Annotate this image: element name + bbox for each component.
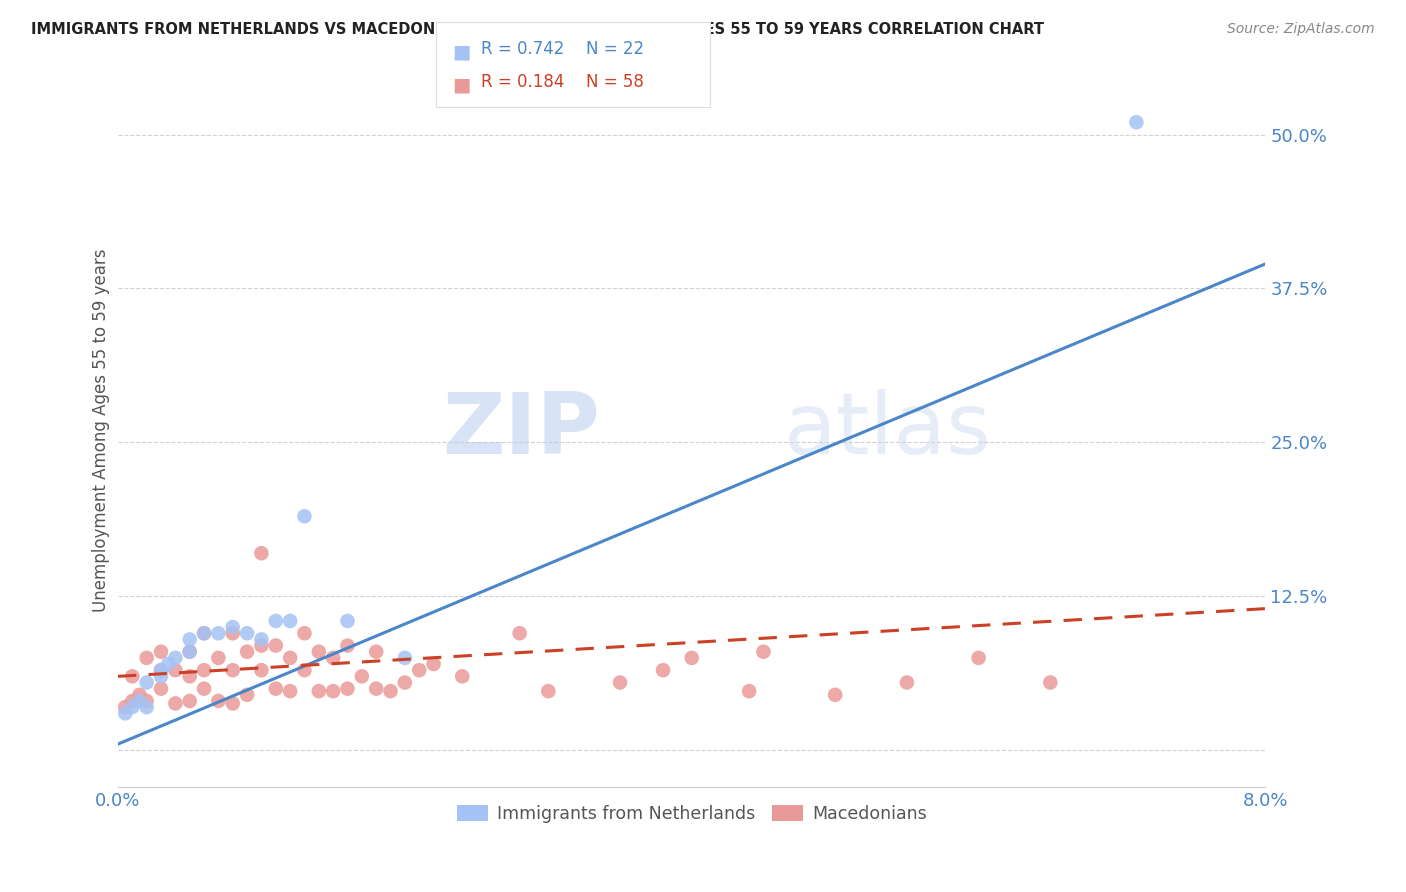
Point <box>179 645 201 659</box>
Point <box>121 669 143 683</box>
Point <box>294 663 316 677</box>
Point <box>150 645 173 659</box>
Point <box>193 626 215 640</box>
Point <box>278 651 301 665</box>
Point <box>896 675 918 690</box>
Point <box>294 626 316 640</box>
Point <box>222 626 245 640</box>
Point <box>150 663 173 677</box>
Point <box>150 663 173 677</box>
Text: atlas: atlas <box>783 389 991 472</box>
Text: N = 58: N = 58 <box>586 73 644 91</box>
Text: IMMIGRANTS FROM NETHERLANDS VS MACEDONIAN UNEMPLOYMENT AMONG AGES 55 TO 59 YEARS: IMMIGRANTS FROM NETHERLANDS VS MACEDONIA… <box>31 22 1043 37</box>
Point <box>264 614 287 628</box>
Text: ZIP: ZIP <box>443 389 600 472</box>
Point <box>278 614 301 628</box>
Point <box>264 639 287 653</box>
Point <box>652 663 675 677</box>
Point <box>408 663 430 677</box>
Point <box>179 694 201 708</box>
Point <box>1039 675 1062 690</box>
Point <box>294 509 316 524</box>
Point <box>193 681 215 696</box>
Point <box>150 669 173 683</box>
Point <box>394 675 416 690</box>
Point <box>308 684 330 698</box>
Point <box>222 620 245 634</box>
Point <box>236 645 259 659</box>
Point <box>366 645 388 659</box>
Point <box>537 684 560 698</box>
Text: Source: ZipAtlas.com: Source: ZipAtlas.com <box>1227 22 1375 37</box>
Point <box>509 626 531 640</box>
Point <box>121 700 143 714</box>
Point <box>165 697 187 711</box>
Point <box>135 675 157 690</box>
Point <box>322 651 344 665</box>
Point <box>1125 115 1147 129</box>
Point <box>250 663 273 677</box>
Point <box>179 669 201 683</box>
Point <box>738 684 761 698</box>
Point <box>308 645 330 659</box>
Text: R = 0.184: R = 0.184 <box>481 73 564 91</box>
Point <box>193 663 215 677</box>
Point <box>150 681 173 696</box>
Text: ■: ■ <box>453 76 471 95</box>
Point <box>207 651 229 665</box>
Point <box>824 688 846 702</box>
Point <box>250 639 273 653</box>
Point <box>135 651 157 665</box>
Point <box>135 694 157 708</box>
Point <box>222 697 245 711</box>
Legend: Immigrants from Netherlands, Macedonians: Immigrants from Netherlands, Macedonians <box>450 798 934 830</box>
Point <box>394 651 416 665</box>
Point <box>114 706 136 721</box>
Point <box>278 684 301 698</box>
Point <box>236 626 259 640</box>
Point <box>336 681 359 696</box>
Point <box>380 684 402 698</box>
Point <box>422 657 444 671</box>
Point <box>609 675 631 690</box>
Point <box>350 669 373 683</box>
Point <box>165 663 187 677</box>
Point <box>264 681 287 696</box>
Point <box>114 700 136 714</box>
Point <box>236 688 259 702</box>
Point <box>179 632 201 647</box>
Point <box>128 694 150 708</box>
Point <box>207 626 229 640</box>
Point <box>135 700 157 714</box>
Point <box>250 632 273 647</box>
Point <box>207 694 229 708</box>
Text: ■: ■ <box>453 43 471 62</box>
Point <box>366 681 388 696</box>
Point <box>128 688 150 702</box>
Point <box>121 694 143 708</box>
Point <box>179 645 201 659</box>
Point <box>193 626 215 640</box>
Text: R = 0.742: R = 0.742 <box>481 40 564 58</box>
Point <box>165 651 187 665</box>
Point <box>322 684 344 698</box>
Text: N = 22: N = 22 <box>586 40 644 58</box>
Point <box>336 639 359 653</box>
Point <box>681 651 703 665</box>
Point <box>222 663 245 677</box>
Y-axis label: Unemployment Among Ages 55 to 59 years: Unemployment Among Ages 55 to 59 years <box>93 248 110 612</box>
Point <box>967 651 990 665</box>
Point <box>157 657 180 671</box>
Point <box>451 669 474 683</box>
Point <box>752 645 775 659</box>
Point <box>336 614 359 628</box>
Point <box>250 546 273 560</box>
